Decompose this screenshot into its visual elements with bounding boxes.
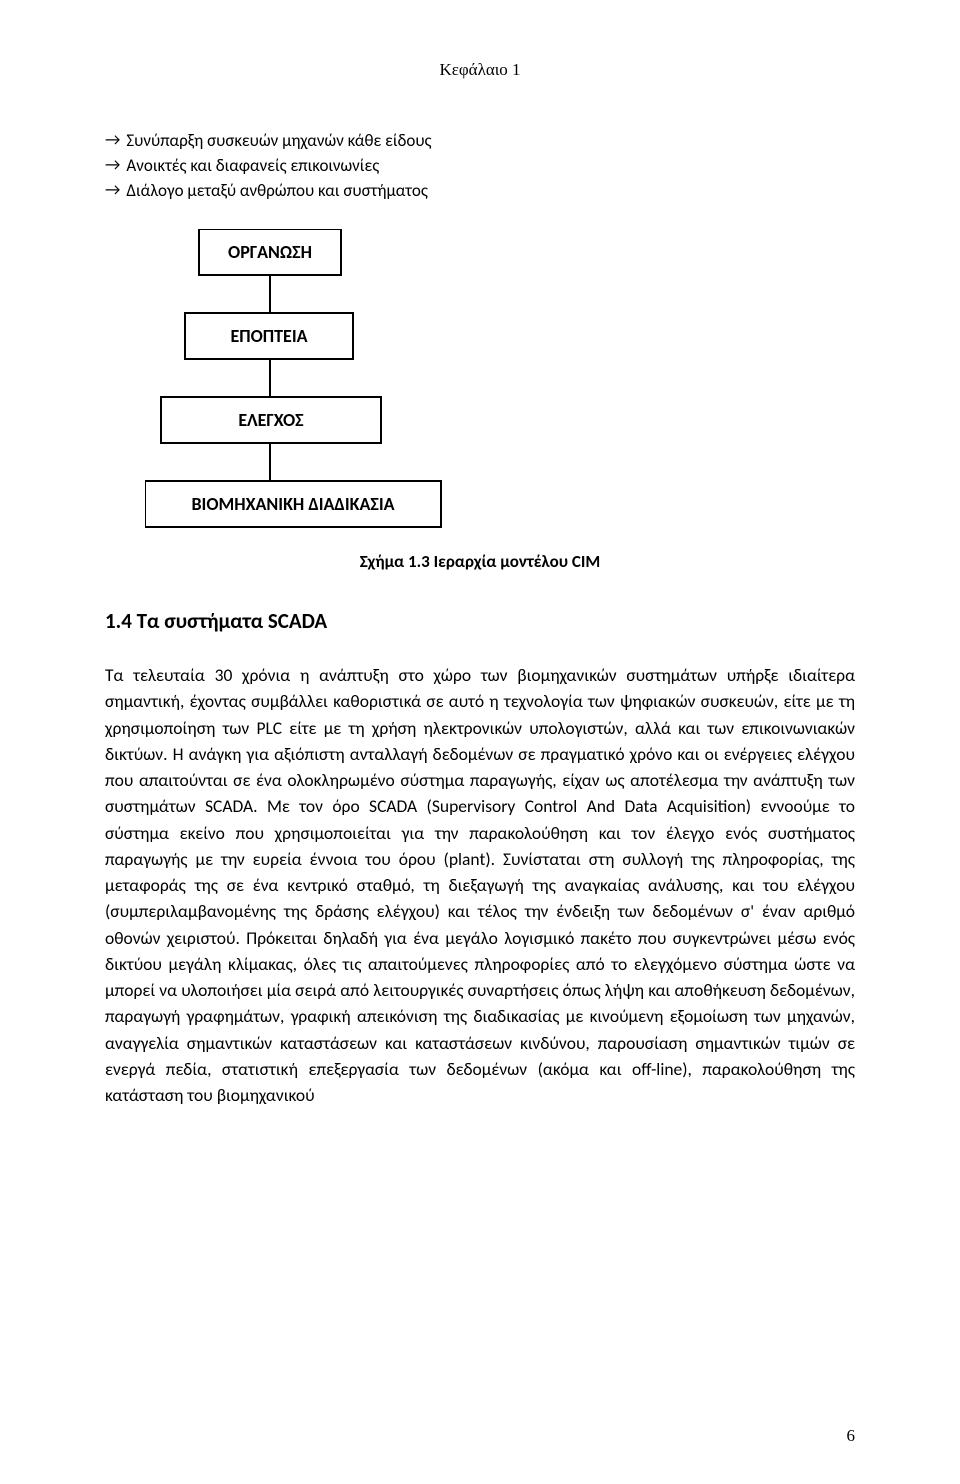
page-number: 6 (847, 1426, 856, 1446)
bullet-item: → Συνύπαρξη συσκευών μηχανών κάθε είδους (105, 130, 855, 151)
svg-text:ΒΙΟΜΗΧΑΝΙΚΗ ΔΙΑΔΙΚΑΣΙΑ: ΒΙΟΜΗΧΑΝΙΚΗ ΔΙΑΔΙΚΑΣΙΑ (191, 493, 394, 515)
bullet-text: Διάλογο μεταξύ ανθρώπου και συστήματος (126, 180, 427, 201)
svg-text:ΕΠΟΠΤΕΙΑ: ΕΠΟΠΤΕΙΑ (230, 325, 307, 347)
arrow-icon: → (105, 130, 120, 150)
svg-text:ΟΡΓΑΝΩΣΗ: ΟΡΓΑΝΩΣΗ (228, 241, 312, 263)
section-title: 1.4 Τα συστήματα SCADA (105, 608, 855, 634)
arrow-icon: → (105, 180, 120, 200)
page-header: Κεφάλαιο 1 (105, 60, 855, 80)
figure-caption: Σχήμα 1.3 Ιεραρχία μοντέλου CIM (105, 551, 855, 572)
bullet-item: → Ανοικτές και διαφανείς επικοινωνίες (105, 155, 855, 176)
bullet-list: → Συνύπαρξη συσκευών μηχανών κάθε είδους… (105, 130, 855, 201)
svg-text:ΕΛΕΓΧΟΣ: ΕΛΕΓΧΟΣ (238, 409, 304, 431)
arrow-icon: → (105, 155, 120, 175)
body-paragraph: Τα τελευταία 30 χρόνια η ανάπτυξη στο χώ… (105, 662, 855, 1108)
bullet-text: Ανοικτές και διαφανείς επικοινωνίες (126, 155, 379, 176)
bullet-item: → Διάλογο μεταξύ ανθρώπου και συστήματος (105, 180, 855, 201)
cim-hierarchy-diagram: ΟΡΓΑΝΩΣΗ ΕΠΟΠΤΕΙΑ ΕΛΕΓΧΟΣ ΒΙΟΜΗΧΑΝΙΚΗ ΔΙΑΔΙ… (145, 229, 855, 529)
bullet-text: Συνύπαρξη συσκευών μηχανών κάθε είδους (126, 130, 431, 151)
